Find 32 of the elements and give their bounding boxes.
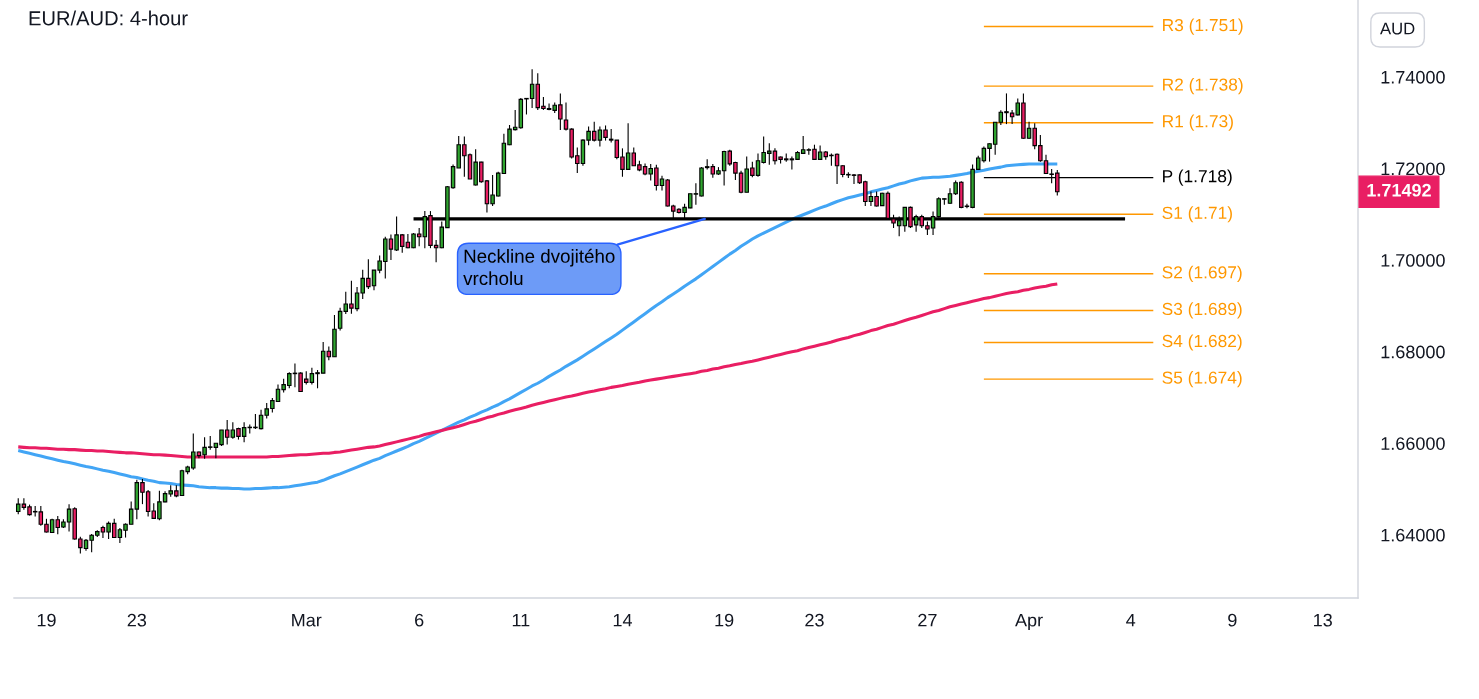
series-label: S3 (1.689) xyxy=(1162,302,1242,319)
x-tick-label: 23 xyxy=(805,613,824,627)
series-label: R3 (1.751) xyxy=(1163,18,1243,35)
y-axis-title: AUD xyxy=(1380,22,1415,35)
x-tick-label: Apr xyxy=(1015,613,1043,631)
x-tick-label: 6 xyxy=(415,613,424,627)
x-tick-label: 19 xyxy=(715,613,734,627)
series-label: S4 (1.682) xyxy=(1162,334,1242,351)
series-label: R1 (1.73) xyxy=(1163,114,1233,131)
x-tick-label: 9 xyxy=(1228,613,1237,627)
x-tick-label: 14 xyxy=(613,613,632,627)
series-label: P (1.718) xyxy=(1163,169,1232,186)
x-tick-label: 19 xyxy=(37,613,56,627)
x-tick-label: 11 xyxy=(512,613,530,627)
chart-title: EUR/AUD: 4-hour xyxy=(29,10,188,26)
y-tick-label: 1.72000 xyxy=(1381,162,1445,176)
y-tick-label: 1.74000 xyxy=(1381,70,1445,84)
annotation: Neckline dvojitého vrcholu xyxy=(463,248,615,286)
y-tick-label: 1.70000 xyxy=(1381,254,1445,267)
y-tick-label: 1.66000 xyxy=(1381,437,1445,450)
x-tick-label: 27 xyxy=(918,613,937,627)
x-tick-label: 4 xyxy=(1126,613,1136,627)
y-tick-label: 1.64000 xyxy=(1381,528,1445,542)
series-label: S2 (1.697) xyxy=(1162,265,1242,282)
x-tick-label: 13 xyxy=(1314,613,1332,627)
text: 1.71492 xyxy=(1367,183,1431,197)
series-label: R2 (1.738) xyxy=(1163,77,1243,95)
series-label: S5 (1.674) xyxy=(1162,371,1242,388)
x-tick-label: 23 xyxy=(127,613,147,627)
series-label: S1 (1.71) xyxy=(1162,206,1232,223)
y-tick-label: 1.68000 xyxy=(1381,345,1445,359)
x-tick-label: Mar xyxy=(292,613,322,627)
